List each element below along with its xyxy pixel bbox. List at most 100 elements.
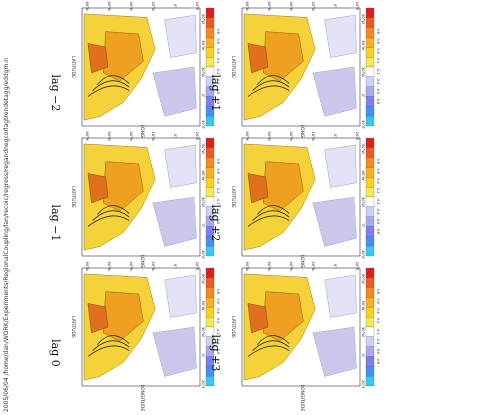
anomaly-region — [87, 43, 109, 74]
x-tick-label: 60°W — [361, 301, 365, 311]
lag-label: lag −2 — [49, 75, 62, 112]
colorbar-swatch — [365, 17, 375, 28]
x-tick-label: 30°W — [201, 197, 205, 207]
x-tick-label: 0° — [361, 224, 365, 228]
x-tick-label: 30°W — [361, 197, 365, 207]
y-tick-label: 20°N — [151, 261, 155, 270]
colorbar-tick-label: 0.4 — [216, 178, 220, 183]
colorbar-tick-label: 0.4 — [376, 178, 380, 183]
colorbar-swatch — [205, 137, 215, 148]
lag-label: lag −1 — [49, 205, 62, 242]
colorbar-swatch — [365, 366, 375, 377]
x-tick-label: 90°W — [201, 144, 205, 154]
colorbar: 0.8 0.6 0.4 0.2 -0.2 -0.4 -0.6 -0.8 — [205, 267, 220, 387]
colorbar-swatch — [365, 206, 375, 217]
contour-line — [247, 345, 290, 357]
colorbar-tick-label: -0.4 — [376, 338, 380, 344]
anomaly-region — [312, 66, 357, 117]
colorbar-swatch — [365, 346, 375, 357]
colorbar-swatch — [205, 47, 215, 58]
x-tick-label: 60°W — [361, 171, 365, 181]
y-tick-label: 80°N — [245, 1, 249, 10]
colorbar-swatch — [365, 177, 375, 188]
colorbar: 0.8 0.6 0.4 0.2 -0.2 -0.4 -0.6 -0.8 — [365, 7, 380, 127]
colorbar-tick-label: -0.2 — [216, 198, 220, 204]
y-tick-label: 60°N — [267, 1, 271, 10]
y-tick-label: 0° — [333, 4, 337, 8]
colorbar-swatch — [365, 187, 375, 198]
x-tick-label: 30°E — [361, 250, 365, 259]
contour-line — [87, 215, 130, 227]
colorbar-tick-label: -0.8 — [216, 228, 220, 234]
anomaly-region — [87, 303, 109, 334]
contour-line — [252, 80, 290, 91]
colorbar-swatch — [365, 267, 375, 278]
x-tick-label: 30°E — [201, 380, 205, 389]
x-tick-label: 0° — [361, 354, 365, 358]
contour-line — [92, 80, 130, 91]
colorbar-tick-label: -0.2 — [376, 328, 380, 334]
x-tick-label: 0° — [201, 224, 205, 228]
x-tick-label: 90°W — [361, 144, 365, 154]
y-tick-label: 80°N — [245, 261, 249, 270]
colorbar-tick-label: 0.8 — [376, 289, 380, 294]
x-tick-label: 90°W — [201, 274, 205, 284]
colorbar-tick-label: 0.4 — [376, 48, 380, 53]
colorbar-swatch — [365, 297, 375, 308]
x-tick-label: 30°E — [361, 380, 365, 389]
colorbar: 0.8 0.6 0.4 0.2 -0.2 -0.4 -0.6 -0.8 — [365, 267, 380, 387]
colorbar-tick-label: -0.2 — [216, 68, 220, 74]
colorbar: 0.8 0.6 0.4 0.2 -0.2 -0.4 -0.6 -0.8 — [365, 137, 380, 257]
y-axis-label: LATITUDE — [230, 186, 236, 208]
colorbar-swatch — [365, 216, 375, 227]
x-tick-label: 90°W — [361, 14, 365, 24]
x-axis-label: LONGITUDE — [139, 385, 145, 412]
panel-3: 0.8 0.6 0.4 0.2 -0.2 -0.4 -0.6 -0.8 LATITUDE 80°N… — [209, 1, 380, 151]
x-tick-label: 90°W — [361, 274, 365, 284]
colorbar-tick-label: 0.6 — [376, 299, 380, 304]
colorbar-tick-label: -0.8 — [216, 98, 220, 104]
anomaly-region — [164, 274, 197, 318]
colorbar-tick-label: -0.4 — [376, 78, 380, 84]
colorbar-swatch — [365, 356, 375, 367]
contour-line — [257, 75, 290, 85]
colorbar-swatch — [205, 317, 215, 328]
colorbar-swatch — [205, 287, 215, 298]
colorbar-tick-label: 0.6 — [376, 169, 380, 174]
colorbar-tick-label: -0.8 — [376, 358, 380, 364]
y-tick-label: 20°S — [195, 262, 199, 271]
y-tick-label: 20°S — [195, 132, 199, 141]
colorbar-swatch — [365, 307, 375, 318]
y-tick-label: 0° — [173, 264, 177, 268]
panel-1: 0.8 0.6 0.4 0.2 -0.2 -0.4 -0.6 -0.8 LATITUDE 80°N… — [49, 131, 220, 281]
panel-5: 0.8 0.6 0.4 0.2 -0.2 -0.4 -0.6 -0.8 LATITUDE 80°N… — [209, 261, 380, 411]
x-tick-label: 60°W — [361, 41, 365, 51]
colorbar-swatch — [365, 137, 375, 148]
colorbar-tick-label: 0.4 — [216, 308, 220, 313]
x-tick-label: 30°W — [201, 67, 205, 77]
x-tick-label: 60°W — [201, 301, 205, 311]
colorbar-tick-label: 0.2 — [216, 188, 220, 193]
lag-label: lag +2 — [209, 205, 222, 242]
colorbar-tick-label: 0.6 — [216, 299, 220, 304]
colorbar-tick-label: 0.4 — [376, 308, 380, 313]
colorbar-swatch — [205, 147, 215, 158]
anomaly-region — [324, 144, 357, 188]
colorbar-swatch — [205, 277, 215, 288]
colorbar-swatch — [365, 246, 375, 257]
contour-line — [247, 215, 290, 227]
contour-line — [257, 205, 290, 215]
colorbar-swatch — [365, 196, 375, 207]
colorbar-tick-label: 0.2 — [376, 318, 380, 323]
panel-grid: 0.8 0.6 0.4 0.2 -0.2 -0.4 -0.6 -0.8 LATITUDE 80°N… — [49, 1, 380, 411]
colorbar-tick-label: -0.6 — [376, 88, 380, 94]
colorbar-tick-label: -0.2 — [376, 68, 380, 74]
x-tick-label: 0° — [361, 94, 365, 98]
y-tick-label: 0° — [333, 264, 337, 268]
panel-2: 0.8 0.6 0.4 0.2 -0.2 -0.4 -0.6 -0.8 LATITUDE 80°N… — [49, 261, 220, 411]
y-tick-label: 20°S — [195, 2, 199, 11]
y-tick-label: 20°S — [355, 132, 359, 141]
contour-line — [87, 85, 130, 97]
y-tick-label: 80°N — [245, 131, 249, 140]
colorbar-swatch — [365, 57, 375, 68]
